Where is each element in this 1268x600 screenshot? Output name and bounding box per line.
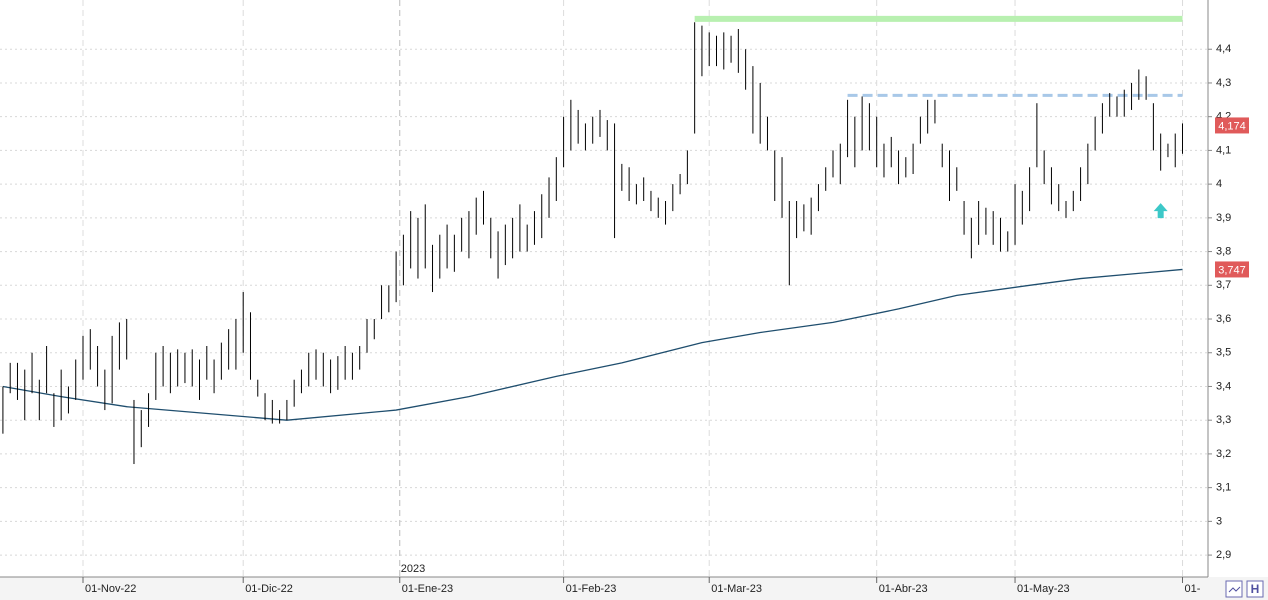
y-tick-label: 3,4 (1216, 380, 1231, 392)
price-tag (1215, 261, 1249, 278)
x-tick-label: 01-May-23 (1017, 583, 1070, 595)
y-tick-label: 3,3 (1216, 414, 1231, 426)
y-tick-label: 3,7 (1216, 279, 1231, 291)
x-tick-label: 01-Feb-23 (566, 583, 617, 595)
price-tag-label: 4,174 (1218, 120, 1246, 132)
y-tick-label: 4 (1216, 178, 1222, 190)
y-tick-label: 2,9 (1216, 549, 1231, 561)
y-tick-label: 3,5 (1216, 347, 1231, 359)
y-tick-label: 3,8 (1216, 245, 1231, 257)
y-tick-label: 3,6 (1216, 313, 1231, 325)
x-axis-strip (0, 577, 1268, 600)
y-tick-label: 4,3 (1216, 77, 1231, 89)
x-tick-label: 01-Nov-22 (85, 583, 136, 595)
y-tick-label: 3,1 (1216, 482, 1231, 494)
year-label: 2023 (401, 563, 425, 575)
moving-average (2, 268, 1183, 421)
y-tick-label: 4,4 (1216, 43, 1231, 55)
h-button[interactable] (1246, 580, 1264, 598)
price-tag-label: 3,747 (1218, 264, 1246, 276)
y-tick-label: 3,9 (1216, 212, 1231, 224)
y-tick-label: 3 (1216, 515, 1222, 527)
x-tick-label: 01-Mar-23 (711, 583, 762, 595)
x-tick-label: 01-Ene-23 (402, 583, 453, 595)
x-tick-label: 01-Dic-22 (245, 583, 293, 595)
zoom-icon (1228, 586, 1241, 593)
signal-arrow (1153, 203, 1168, 219)
y-tick-label: 4,1 (1216, 144, 1231, 156)
x-tick-label: 01- (1185, 583, 1201, 595)
y-tick-label: 3,2 (1216, 448, 1231, 460)
h-icon: H (1251, 582, 1260, 596)
price-tag (1215, 117, 1249, 134)
x-tick-label: 01-Abr-23 (879, 583, 928, 595)
